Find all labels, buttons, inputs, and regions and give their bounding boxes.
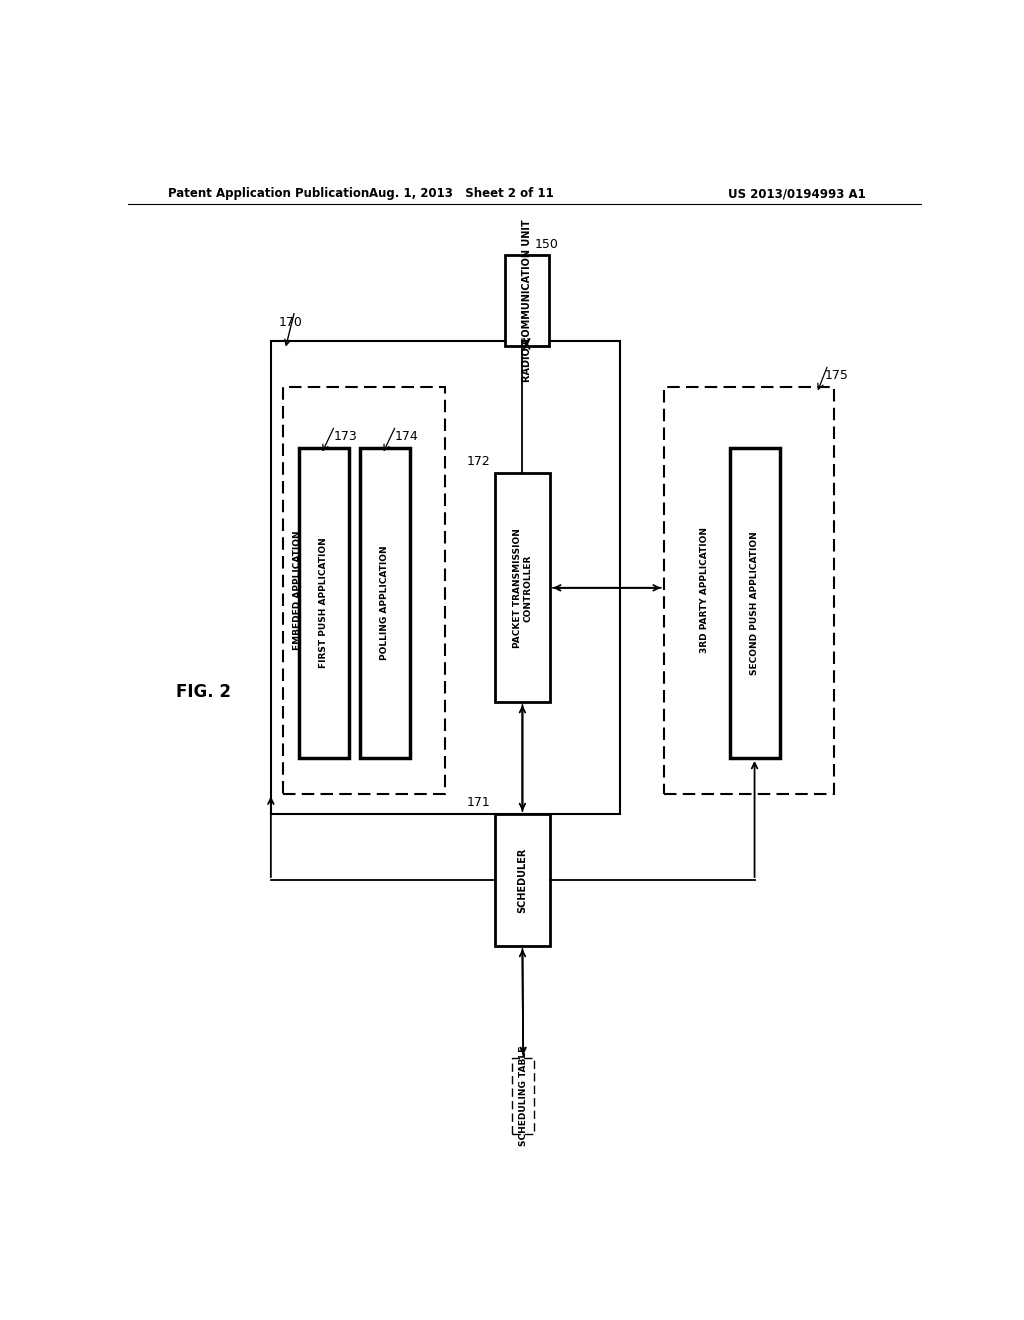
FancyBboxPatch shape xyxy=(359,447,410,758)
FancyBboxPatch shape xyxy=(664,387,835,793)
Text: US 2013/0194993 A1: US 2013/0194993 A1 xyxy=(728,187,866,201)
Text: SCHEDULER: SCHEDULER xyxy=(517,847,527,912)
FancyBboxPatch shape xyxy=(270,342,620,814)
Text: PACKET TRANSMISSION
CONTROLLER: PACKET TRANSMISSION CONTROLLER xyxy=(513,528,532,648)
Text: Aug. 1, 2013   Sheet 2 of 11: Aug. 1, 2013 Sheet 2 of 11 xyxy=(369,187,554,201)
Text: 173: 173 xyxy=(334,430,357,444)
Text: SCHEDULING TABLE: SCHEDULING TABLE xyxy=(519,1045,527,1146)
Text: Patent Application Publication: Patent Application Publication xyxy=(168,187,369,201)
FancyBboxPatch shape xyxy=(505,255,549,346)
Text: RADIO COMMUNICATION UNIT: RADIO COMMUNICATION UNIT xyxy=(522,219,531,381)
Text: 3RD PARTY APPLICATION: 3RD PARTY APPLICATION xyxy=(700,528,710,653)
Text: 175: 175 xyxy=(824,370,849,381)
Text: FIG. 2: FIG. 2 xyxy=(176,682,230,701)
Text: 174: 174 xyxy=(395,430,419,444)
FancyBboxPatch shape xyxy=(299,447,348,758)
FancyBboxPatch shape xyxy=(283,387,445,793)
Text: SECOND PUSH APPLICATION: SECOND PUSH APPLICATION xyxy=(750,531,759,675)
Text: 172: 172 xyxy=(467,455,490,469)
FancyBboxPatch shape xyxy=(495,474,550,702)
Text: 171: 171 xyxy=(467,796,490,809)
FancyBboxPatch shape xyxy=(729,447,779,758)
Text: 150: 150 xyxy=(535,238,559,251)
Text: POLLING APPLICATION: POLLING APPLICATION xyxy=(380,545,389,660)
Text: 170: 170 xyxy=(279,317,303,329)
FancyBboxPatch shape xyxy=(495,814,550,946)
Text: EMBEDED APPLICATION: EMBEDED APPLICATION xyxy=(293,531,301,651)
FancyBboxPatch shape xyxy=(512,1057,535,1134)
Text: FIRST PUSH APPLICATION: FIRST PUSH APPLICATION xyxy=(319,537,328,668)
